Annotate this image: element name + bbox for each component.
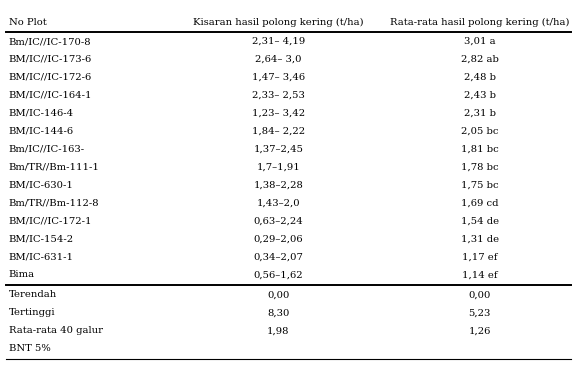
Text: 5,23: 5,23 [469,308,491,317]
Text: 1,7–1,91: 1,7–1,91 [256,163,300,171]
Text: Bima: Bima [9,270,35,279]
Text: BM/IC-144-6: BM/IC-144-6 [9,127,74,136]
Text: BM/IC-631-1: BM/IC-631-1 [9,252,74,262]
Text: 1,78 bc: 1,78 bc [461,163,499,171]
Text: Bm/IC//IC-163-: Bm/IC//IC-163- [9,145,85,154]
Text: Terendah: Terendah [9,291,57,299]
Text: 2,33– 2,53: 2,33– 2,53 [252,91,305,100]
Text: 2,43 b: 2,43 b [464,91,496,100]
Text: 1,26: 1,26 [469,326,491,335]
Text: 1,14 ef: 1,14 ef [462,270,497,279]
Text: Bm/TR//Bm-111-1: Bm/TR//Bm-111-1 [9,163,99,171]
Text: 1,31 de: 1,31 de [460,234,499,243]
Text: 1,54 de: 1,54 de [460,217,499,225]
Text: 2,31 b: 2,31 b [464,109,496,118]
Text: 2,82 ab: 2,82 ab [460,55,499,64]
Text: 2,48 b: 2,48 b [464,73,496,82]
Text: 1,23– 3,42: 1,23– 3,42 [252,109,305,118]
Text: 8,30: 8,30 [267,308,290,317]
Text: 1,81 bc: 1,81 bc [461,145,499,154]
Text: BM/IC//IC-172-1: BM/IC//IC-172-1 [9,217,92,225]
Text: 1,98: 1,98 [267,326,290,335]
Text: BM/IC//IC-172-6: BM/IC//IC-172-6 [9,73,92,82]
Text: 0,34–2,07: 0,34–2,07 [253,252,304,262]
Text: BNT 5%: BNT 5% [9,344,50,353]
Text: 1,69 cd: 1,69 cd [461,199,499,208]
Text: 2,31– 4,19: 2,31– 4,19 [252,37,305,46]
Text: Bm/IC//IC-170-8: Bm/IC//IC-170-8 [9,37,91,46]
Text: 3,01 a: 3,01 a [464,37,496,46]
Text: Rata-rata hasil polong kering (t/ha): Rata-rata hasil polong kering (t/ha) [390,18,569,27]
Text: Rata-rata 40 galur: Rata-rata 40 galur [9,326,103,335]
Text: 1,84– 2,22: 1,84– 2,22 [252,127,305,136]
Text: 1,43–2,0: 1,43–2,0 [257,199,300,208]
Text: 1,37–2,45: 1,37–2,45 [253,145,304,154]
Text: 0,29–2,06: 0,29–2,06 [253,234,303,243]
Text: No Plot: No Plot [9,18,46,27]
Text: Bm/TR//Bm-112-8: Bm/TR//Bm-112-8 [9,199,99,208]
Text: BM/IC//IC-164-1: BM/IC//IC-164-1 [9,91,92,100]
Text: BM/IC-146-4: BM/IC-146-4 [9,109,74,118]
Text: 0,63–2,24: 0,63–2,24 [253,217,303,225]
Text: 0,56–1,62: 0,56–1,62 [253,270,303,279]
Text: BM/IC-154-2: BM/IC-154-2 [9,234,74,243]
Text: BM/IC-630-1: BM/IC-630-1 [9,180,73,190]
Text: 0,00: 0,00 [267,291,290,299]
Text: 1,38–2,28: 1,38–2,28 [253,180,304,190]
Text: 2,05 bc: 2,05 bc [461,127,499,136]
Text: 1,75 bc: 1,75 bc [461,180,499,190]
Text: 1,47– 3,46: 1,47– 3,46 [252,73,305,82]
Text: 0,00: 0,00 [469,291,491,299]
Text: BM/IC//IC-173-6: BM/IC//IC-173-6 [9,55,92,64]
Text: 2,64– 3,0: 2,64– 3,0 [255,55,302,64]
Text: Kisaran hasil polong kering (t/ha): Kisaran hasil polong kering (t/ha) [193,18,364,27]
Text: 1,17 ef: 1,17 ef [462,252,497,262]
Text: Tertinggi: Tertinggi [9,308,55,317]
